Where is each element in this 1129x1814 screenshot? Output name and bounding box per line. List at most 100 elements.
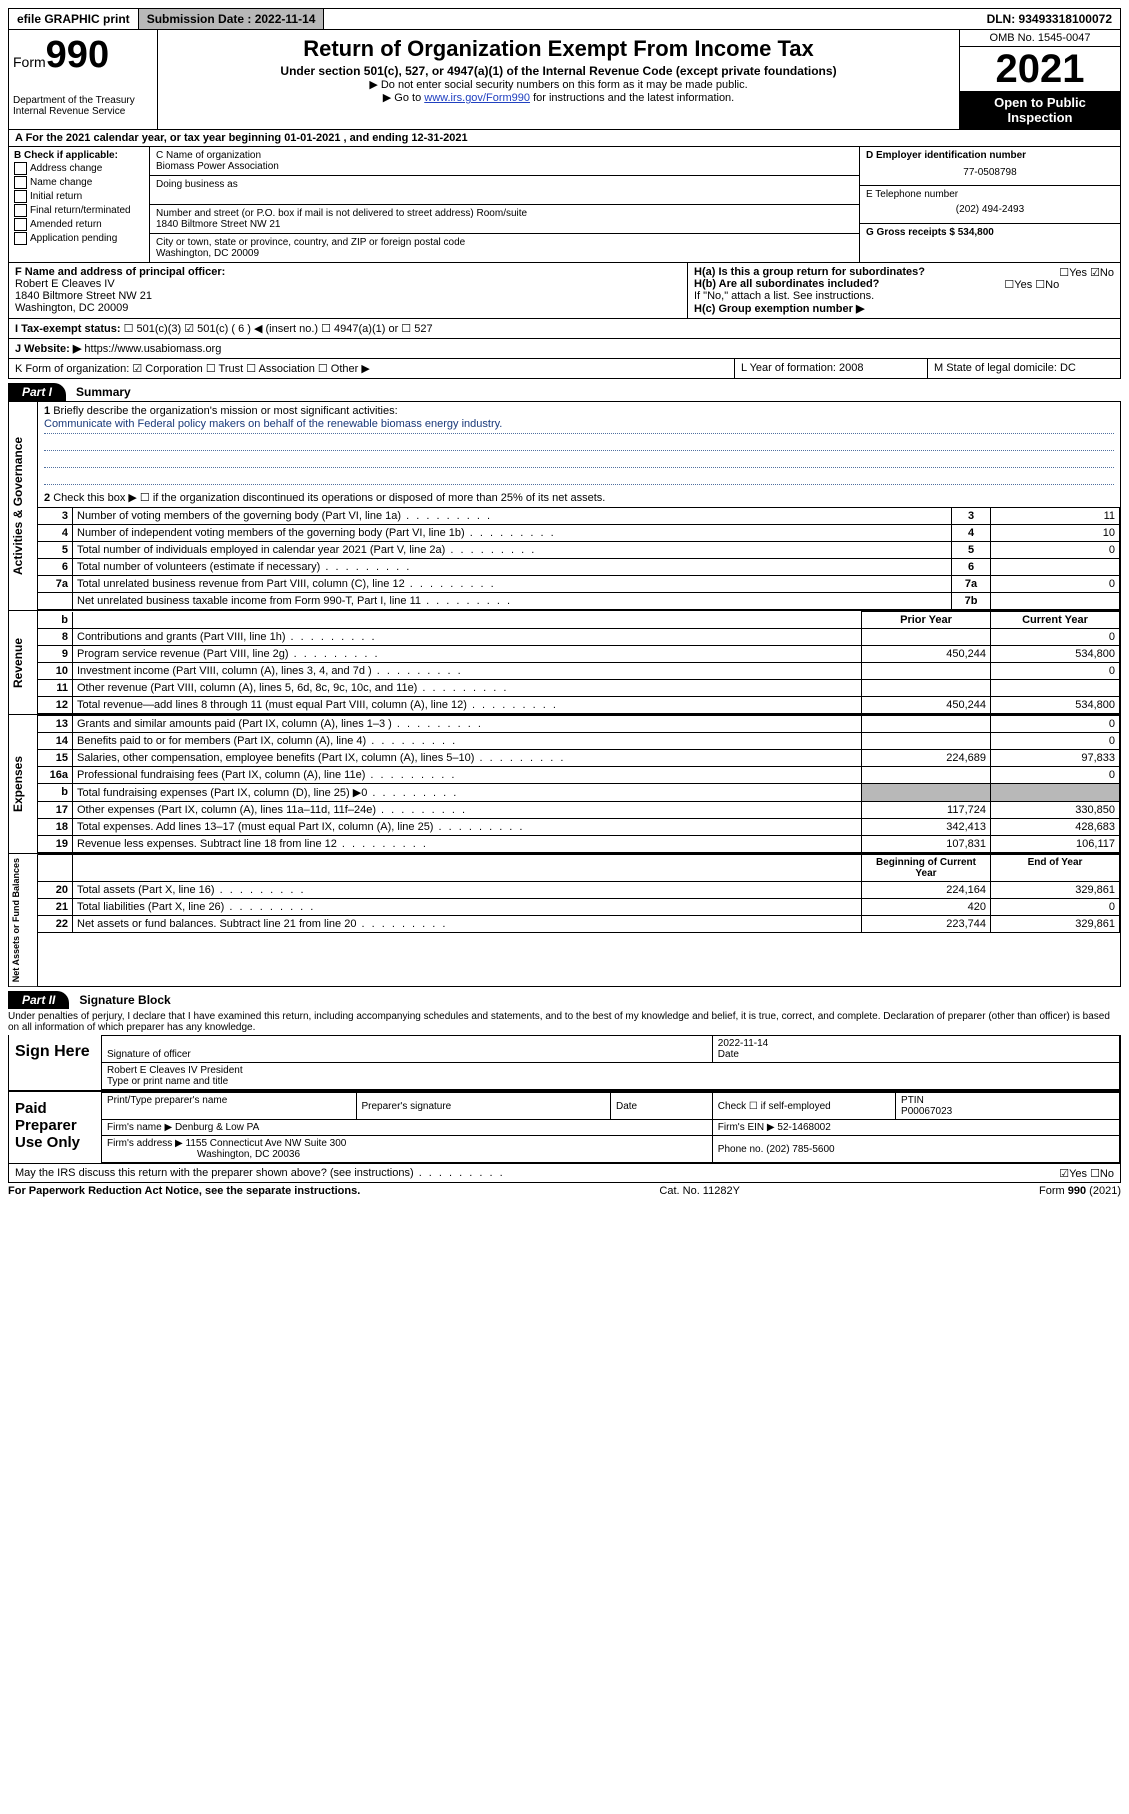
form-year-block: OMB No. 1545-0047 2021 Open to Public In… [959,30,1120,129]
vtab-net-assets: Net Assets or Fund Balances [9,854,38,986]
cb-application-pending[interactable]: Application pending [14,232,144,245]
firm-phone: (202) 785-5600 [766,1144,834,1155]
sig-officer-label: Signature of officer [107,1049,191,1060]
form-title: Return of Organization Exempt From Incom… [166,36,951,62]
tax-year: 2021 [960,47,1120,91]
form-title-block: Return of Organization Exempt From Incom… [158,30,959,129]
officer-print-sub: Type or print name and title [107,1076,228,1087]
hb-label: H(b) Are all subordinates included? [694,278,879,290]
firm-ein-label: Firm's EIN ▶ [718,1122,775,1133]
cb-address-change[interactable]: Address change [14,162,144,175]
section-revenue: Revenue b Prior Year Current Year 8Contr… [8,611,1121,715]
col-beginning: Beginning of Current Year [862,855,991,882]
officer-print-name: Robert E Cleaves IV President [107,1065,243,1076]
city-value: Washington, DC 20009 [156,248,853,259]
omb-number: OMB No. 1545-0047 [960,30,1120,47]
col-b-checkboxes: B Check if applicable: Address change Na… [9,147,150,262]
vtab-revenue: Revenue [9,611,38,714]
phone-label: E Telephone number [866,189,1114,200]
tax-status-opts: ☐ 501(c)(3) ☑ 501(c) ( 6 ) ◀ (insert no.… [124,323,433,335]
cb-final-return[interactable]: Final return/terminated [14,204,144,217]
dba-label: Doing business as [156,179,853,190]
cb-initial-return[interactable]: Initial return [14,190,144,203]
hc-label: H(c) Group exemption number ▶ [694,303,864,315]
footer-left: For Paperwork Reduction Act Notice, see … [8,1185,360,1197]
table-revenue: b Prior Year Current Year 8Contributions… [38,611,1120,714]
may-irs-answer: ☑Yes ☐No [1059,1167,1114,1180]
table-expenses: 13Grants and similar amounts paid (Part … [38,715,1120,853]
org-name: Biomass Power Association [156,161,853,172]
row-a-tax-year: A For the 2021 calendar year, or tax yea… [8,130,1121,147]
part2-title: Signature Block [69,993,170,1007]
website-label: J Website: ▶ [15,343,81,355]
addr-label: Number and street (or P.O. box if mail i… [156,208,853,219]
ein-label: D Employer identification number [866,150,1026,161]
cb-amended-return[interactable]: Amended return [14,218,144,231]
part1-header: Part I Summary [8,383,1121,401]
firm-ein: 52-1468002 [777,1122,830,1133]
open-public-label: Open to Public Inspection [960,91,1120,129]
hb-note: If "No," attach a list. See instructions… [694,290,1114,302]
form-subtitle: Under section 501(c), 527, or 4947(a)(1)… [166,64,951,78]
block-identity: B Check if applicable: Address change Na… [8,147,1121,263]
date-label: Date [718,1049,739,1060]
form-note-1: ▶ Do not enter social security numbers o… [166,78,951,91]
efile-label: efile GRAPHIC print [9,9,139,29]
dln-label: DLN: 93493318100072 [979,9,1120,29]
tax-status-label: I Tax-exempt status: [15,323,121,335]
section-net-assets: Net Assets or Fund Balances Beginning of… [8,854,1121,987]
m-state-domicile: M State of legal domicile: DC [927,359,1120,378]
row-i-tax-status: I Tax-exempt status: ☐ 501(c)(3) ☑ 501(c… [8,319,1121,339]
row-j-website: J Website: ▶ https://www.usabiomass.org [8,339,1121,359]
officer-addr2: Washington, DC 20009 [15,302,128,314]
gross-receipts: G Gross receipts $ 534,800 [866,227,994,238]
dept-label: Department of the Treasury [13,95,153,106]
prep-date-label: Date [616,1101,637,1112]
col-de-numbers: D Employer identification number 77-0508… [859,147,1120,262]
col-current-year: Current Year [991,612,1120,629]
part2-header: Part II Signature Block [8,991,1121,1009]
perjury-text: Under penalties of perjury, I declare th… [8,1009,1121,1035]
ptin-label: PTIN [901,1095,924,1106]
submission-date-button[interactable]: Submission Date : 2022-11-14 [139,9,325,29]
city-label: City or town, state or province, country… [156,237,853,248]
firm-name: Denburg & Low PA [175,1122,259,1133]
footer-mid: Cat. No. 11282Y [659,1185,740,1197]
form-id-block: Form990 Department of the Treasury Inter… [9,30,158,129]
firm-addr-label: Firm's address ▶ [107,1138,183,1149]
col-end: End of Year [991,855,1120,882]
may-irs-label: May the IRS discuss this return with the… [15,1167,505,1179]
phone-value: (202) 494-2493 [866,200,1114,215]
block-officer-group: F Name and address of principal officer:… [8,263,1121,319]
officer-addr1: 1840 Biltmore Street NW 21 [15,290,152,302]
hb-answer: ☐Yes ☐No [1004,278,1059,291]
org-name-label: C Name of organization [156,150,853,161]
topbar: efile GRAPHIC print Submission Date : 20… [8,8,1121,30]
vtab-governance: Activities & Governance [9,402,38,610]
paid-preparer-label: Paid Preparer Use Only [9,1092,101,1163]
row-k-org-form: K Form of organization: ☑ Corporation ☐ … [8,359,1121,379]
firm-name-label: Firm's name ▶ [107,1122,172,1133]
cb-name-change[interactable]: Name change [14,176,144,189]
mission-text: Communicate with Federal policy makers o… [44,417,1114,434]
section-governance: Activities & Governance 1 Briefly descri… [8,401,1121,611]
table-governance: 3Number of voting members of the governi… [38,507,1120,610]
table-net-assets: Beginning of Current Year End of Year 20… [38,854,1120,933]
part2-tag: Part II [8,991,69,1009]
form-header: Form990 Department of the Treasury Inter… [8,30,1121,130]
footer-right: Form 990 (2021) [1039,1185,1121,1197]
form-label: Form [13,54,46,70]
prep-sig-label: Preparer's signature [362,1101,452,1112]
website-value: https://www.usabiomass.org [84,343,221,355]
may-irs-row: May the IRS discuss this return with the… [8,1164,1121,1183]
ptin-value: P00067023 [901,1106,952,1117]
form-number: 990 [46,34,109,76]
signature-block: Sign Here Signature of officer 2022-11-1… [8,1035,1121,1164]
firm-addr2: Washington, DC 20036 [107,1149,300,1160]
col-prior-year: Prior Year [862,612,991,629]
addr-value: 1840 Biltmore Street NW 21 [156,219,853,230]
vtab-expenses: Expenses [9,715,38,853]
officer-label: F Name and address of principal officer: [15,266,225,278]
officer-name: Robert E Cleaves IV [15,278,115,290]
instructions-link[interactable]: www.irs.gov/Form990 [424,92,530,104]
